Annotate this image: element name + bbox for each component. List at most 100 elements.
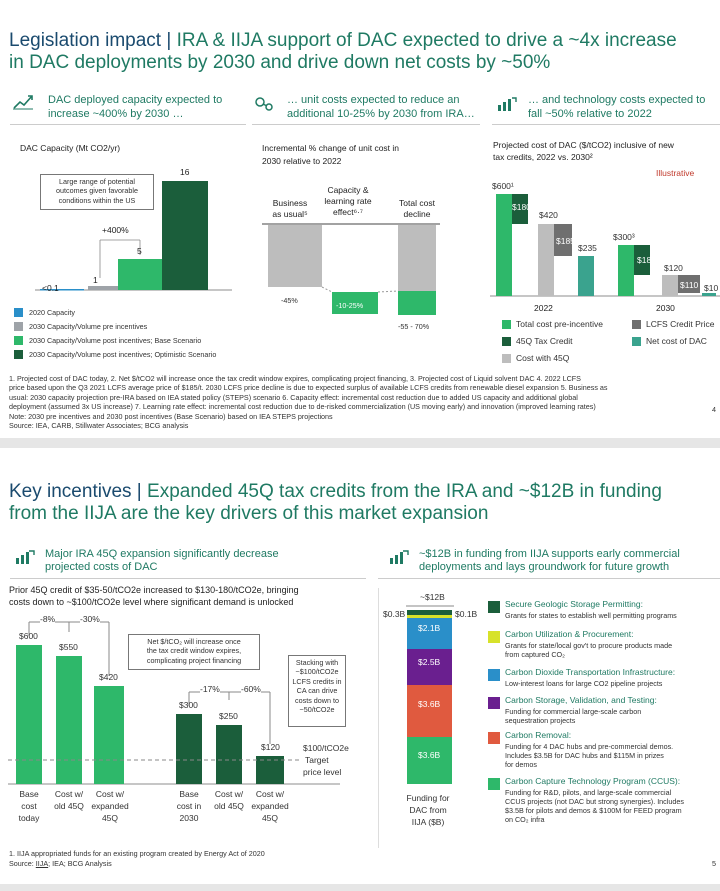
cost-label: $180 [637,255,656,265]
segment-label: $3.6B [418,750,441,760]
callout-line: CA can drive [296,686,338,696]
page-number: 4 [712,405,716,414]
bar-2022-cost-45q [538,224,554,296]
pct-label: -17% [200,684,220,695]
footnote-line: Source: IEA, CARB, Stillwater Associates… [9,421,189,431]
bar-business-as-usual [268,225,322,287]
item-title: Carbon Removal: [505,730,572,740]
xlabel-line: 2030 [179,813,199,823]
chart1-label: DAC Capacity (Mt CO2/yr) [20,143,121,153]
title-main: Expanded 45Q tax credits from the IRA an… [147,481,662,502]
legend-swatch [488,601,500,613]
item-desc: CCUS projects (not DAC but strong synerg… [505,797,684,806]
xlabel-line: Base [179,789,199,799]
funding-total: ~$12B [420,592,445,602]
bar-2022-45q [512,194,528,224]
item-desc: for demos [505,760,537,769]
chart-up-icon [13,95,33,110]
divider [378,588,379,848]
xlabel-line: today [18,813,40,823]
header-line: decline [403,209,431,219]
bar-value-label: $420 [99,672,118,682]
divider [378,578,720,579]
right-heading-l2: deployments and lays groundwork for futu… [419,561,670,573]
bar-2022-total [496,194,512,296]
source-line: Source: IIJA; IEA; BCG Analysis [9,859,112,868]
header-line: Business [272,198,308,208]
legend-swatch [488,669,500,681]
capacity-chart [35,181,232,291]
bar-2030-lcfs [678,275,700,293]
item-desc: $3.5B for pilots and demos & $100M for F… [505,806,682,815]
item-desc: Grants for states to establish well perm… [505,611,677,620]
legend-swatch [488,778,500,790]
cost-label: $420 [539,210,558,220]
bar-chart-icon [498,97,517,111]
segment-label: $3.6B [418,699,441,709]
illustrative-tag: Illustrative [656,168,695,178]
xlabel-line: expanded [91,801,129,811]
bar-expanded-45q-today [94,686,124,784]
right-heading-l1: ~$12B in funding from IIJA supports earl… [419,548,680,560]
bar-2030-pre-incentives [88,286,132,290]
item-desc: Includes $3.5B for DAC hubs and $115M in… [505,751,664,760]
xlabel-line: Base [19,789,39,799]
xlabel-line: Cost w/ [95,789,125,799]
item-desc: Low-interest loans for large CO2 pipelin… [505,679,663,688]
callout-line: ~50/tCO2e [299,705,335,715]
xlabel-line: Cost w/ [214,789,244,799]
capacity-callout: Large range of potential outcomes given … [40,174,154,210]
header-line: learning rate [324,196,372,206]
item-desc: sequestration projects [505,716,576,725]
header-line: Total cost [399,198,435,208]
section2-heading-l2: additional 10-25% by 2030 from IRA… [287,108,475,120]
financing-callout: Net $/tCO₂ will increase once the tax cr… [128,634,260,670]
callout-line: Stacking with [295,658,339,667]
target-label: $100/tCO2e [303,743,349,753]
value-bau: -45% [281,296,298,305]
section3-heading-l2: fall ~50% relative to 2022 [528,108,652,120]
bar-value-label: $550 [59,642,78,652]
bar-value-label: $300 [179,700,198,710]
header-line: Capacity & [327,185,369,195]
divider [10,124,246,125]
xlabel-line: Funding for [406,793,450,803]
legend-label: 2030 Capacity/Volume post incentives; Op… [29,350,217,359]
bar-old-45q-today [56,656,82,784]
target-label: price level [303,767,342,777]
xlabel-line: DAC from [409,805,447,815]
col1-header: Business as usual⁵ [270,198,310,220]
segment-label: $2.1B [418,623,441,633]
slide-title: Legislation impact | IRA & IIJA support … [9,29,677,52]
xlabel: Cost w/old 45Q [52,788,86,812]
callout-line: outcomes given favorable [56,186,138,196]
lcfs-callout: Stacking with ~$100/tCO2e LCFS credits i… [288,655,346,727]
legend-swatch [488,697,500,709]
xlabel-line: 45Q [261,813,279,823]
source-suffix: ; IEA; BCG Analysis [48,859,112,868]
bar-expanded-45q-2030 [256,756,284,784]
section2-heading-l1: … unit costs expected to reduce an [287,94,460,106]
callout-line: ~$100/tCO2e [295,667,339,677]
xlabel-line: IIJA ($B) [411,817,445,827]
xlabel: Cost w/expanded 45Q [88,788,132,824]
tools-icon [255,97,273,111]
pct-label: -60% [241,684,261,695]
legend-label: 2030 Capacity/Volume post incentives; Ba… [29,336,202,345]
legend-swatch-pre [14,322,23,331]
chart2-label-l1: Incremental % change of unit cost in [262,143,400,153]
chart3-label-l2: tax credits, 2022 vs. 2030² [493,152,593,162]
xlabel-line: old 45Q [54,801,84,811]
header-line: effect⁶·⁷ [332,207,364,217]
divider [10,578,366,579]
source-link-iija[interactable]: IIJA [35,859,49,868]
footnote-line: 1. Projected cost of DAC today, 2. Net $… [9,374,581,383]
bar-total-decline-grey [398,225,436,291]
section1-heading-l2: increase ~400% by 2030 … [48,108,184,120]
legend-swatch-optimistic [14,350,23,359]
item-title: Carbon Capture Technology Program (CCUS)… [505,776,681,786]
header-line: as usual⁵ [272,209,308,219]
item-desc: Funding for R&D, pilots, and large-scale… [505,788,672,797]
bar-value-label: $600 [19,631,38,641]
bar-value-label: $120 [261,742,280,752]
